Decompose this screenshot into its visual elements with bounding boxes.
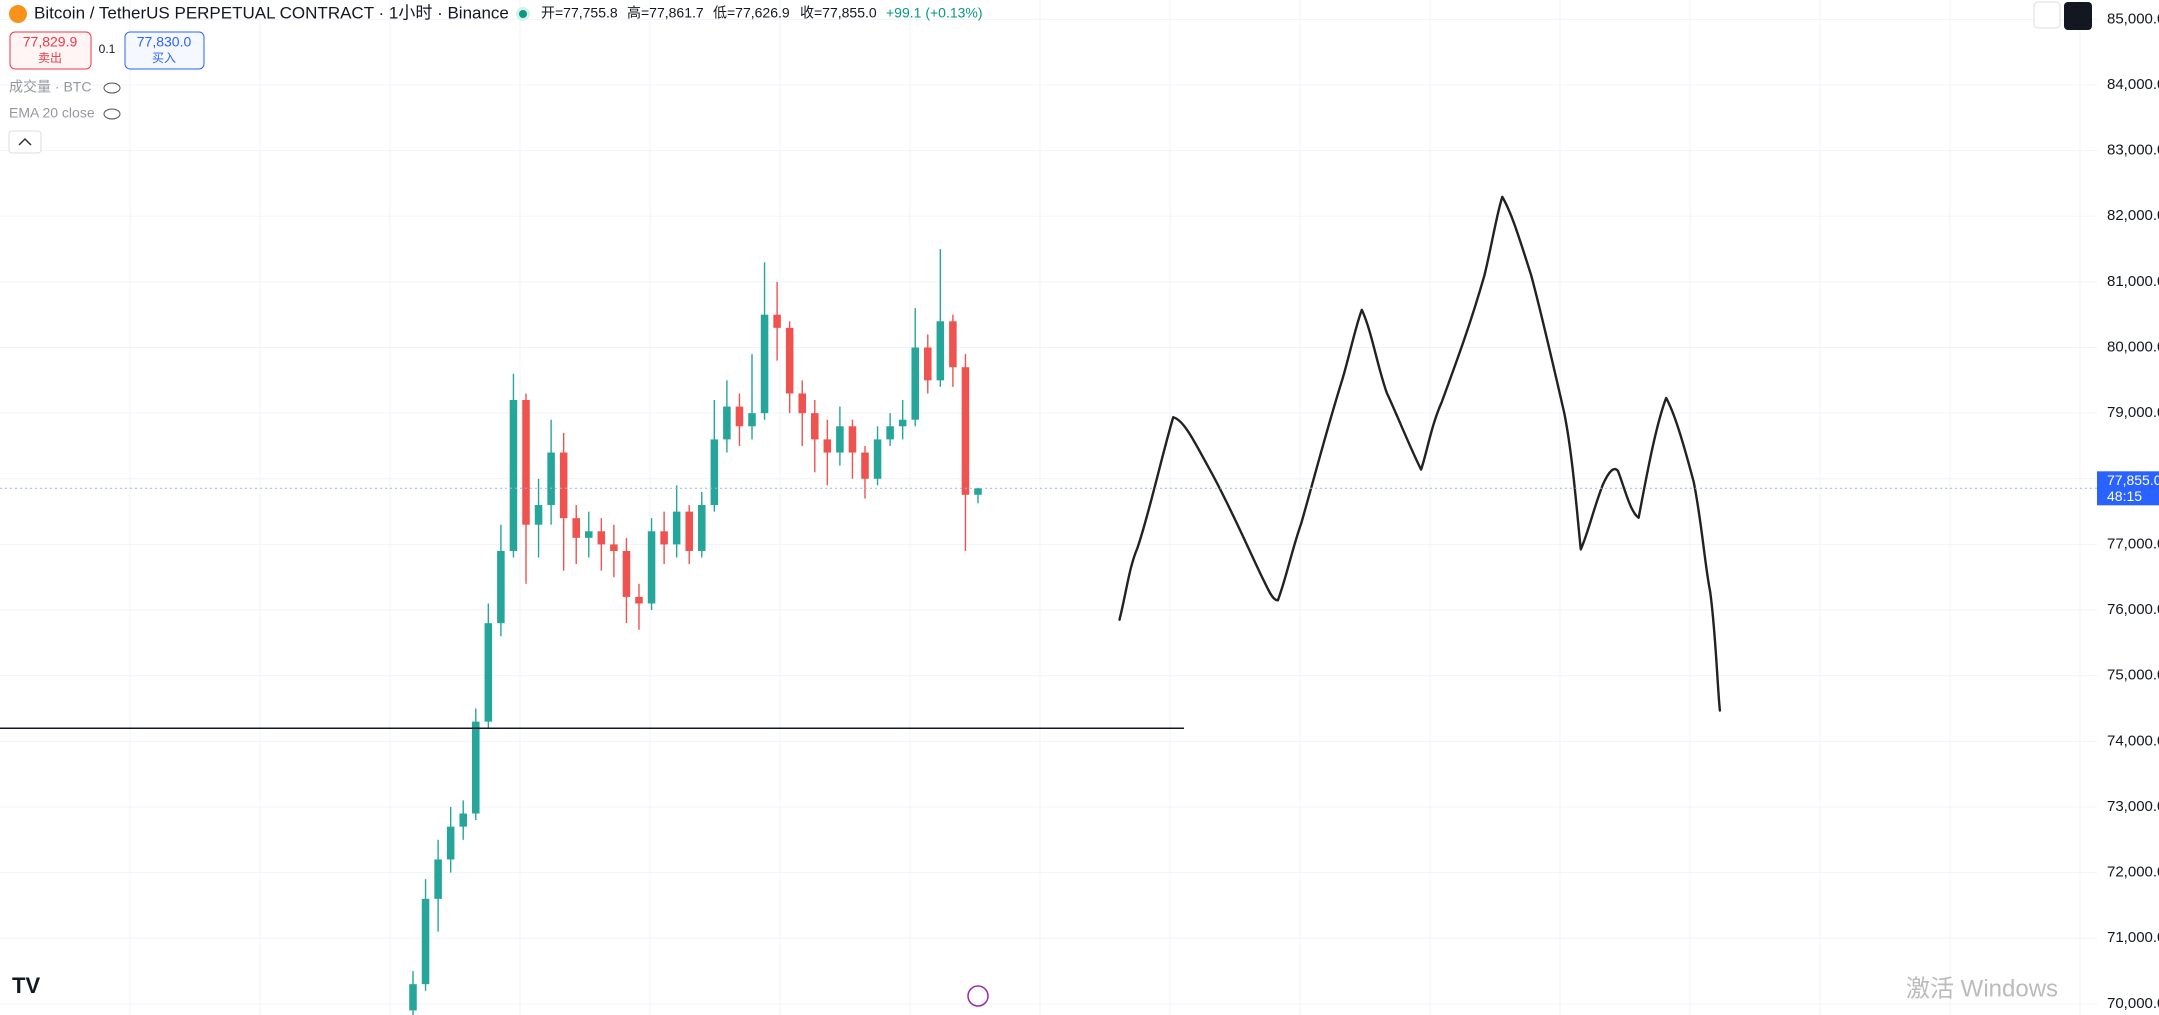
candle-body: [848, 426, 857, 453]
candle-body: [509, 400, 518, 551]
candle-body: [685, 511, 693, 551]
candle-body: [522, 400, 530, 525]
y-tick-label: 83,000.0: [2107, 142, 2159, 159]
candle-body: [547, 452, 555, 506]
candle-body: [886, 426, 894, 440]
candle-body: [974, 488, 982, 495]
tv-logo: TV: [12, 973, 40, 998]
candle-body: [949, 321, 957, 368]
y-tick-label: 85,000.0: [2107, 10, 2159, 27]
candle-body: [497, 550, 505, 624]
indicator-ema: EMA 20 close: [9, 105, 95, 121]
candle-body: [585, 531, 593, 538]
y-tick-label: 76,000.0: [2107, 601, 2159, 618]
candle-body: [873, 439, 882, 479]
candle-body: [798, 393, 806, 414]
hide-icon[interactable]: [103, 82, 121, 94]
ohlc-change: +99.1 (+0.13%): [886, 5, 983, 21]
candle-body: [647, 531, 656, 604]
countdown-label: 48:15: [2107, 488, 2142, 504]
price-axis-bg: [2097, 0, 2159, 1015]
ohlc-open: 开=77,755.8: [541, 5, 618, 21]
candle-body: [911, 347, 919, 420]
candle-body: [484, 623, 493, 722]
y-tick-label: 81,000.0: [2107, 273, 2159, 290]
y-tick-label: 75,000.0: [2107, 667, 2159, 684]
y-tick-label: 71,000.0: [2107, 929, 2159, 946]
ohlc-low: 低=77,626.9: [713, 5, 790, 21]
candle-body: [434, 859, 442, 899]
candle-body: [660, 531, 668, 545]
coin-icon: [9, 5, 27, 23]
sell-label[interactable]: 卖出: [38, 51, 62, 65]
candle-body: [785, 327, 794, 394]
candle-body: [861, 452, 869, 479]
candle-body: [472, 721, 480, 814]
candle-body: [836, 426, 844, 453]
y-tick-label: 79,000.0: [2107, 404, 2159, 421]
candle-body: [534, 505, 543, 525]
candle-body: [672, 511, 681, 545]
symbol-title: Bitcoin / TetherUS PERPETUAL CONTRACT · …: [34, 3, 509, 22]
y-tick-label: 80,000.0: [2107, 338, 2159, 355]
y-tick-label: 70,000.0: [2107, 995, 2159, 1012]
sell-button[interactable]: [9, 31, 92, 70]
hand-drawn-projection: [1120, 197, 1720, 711]
ohlc-close: 收=77,855.0: [800, 5, 877, 21]
lightning-button[interactable]: [967, 985, 989, 1007]
candle-body: [961, 367, 970, 495]
candle-body: [811, 413, 819, 440]
candle-body: [698, 505, 706, 551]
last-price-box: [2097, 471, 2159, 506]
sell-price[interactable]: 77,829.9: [23, 34, 78, 50]
reset-button[interactable]: [2064, 2, 2092, 30]
last-price-label: 77,855.0: [2107, 472, 2159, 488]
candle-body: [409, 984, 417, 1011]
candle-body: [723, 406, 731, 440]
candle-body: [421, 898, 430, 985]
candle-body: [735, 406, 744, 427]
candle-body: [823, 439, 832, 453]
y-tick-label: 74,000.0: [2107, 732, 2159, 749]
candle-body: [710, 439, 719, 506]
y-tick-label: 77,000.0: [2107, 535, 2159, 552]
candle-body: [924, 347, 932, 381]
ohlc-high: 高=77,861.7: [627, 5, 704, 21]
y-tick-label: 72,000.0: [2107, 864, 2159, 881]
status-dot: [519, 10, 527, 18]
collapse-icon: [18, 137, 32, 146]
candle-body: [898, 419, 907, 427]
candle-body: [610, 544, 618, 551]
collapse-button[interactable]: [8, 130, 42, 154]
candle-body: [748, 413, 756, 427]
candle-body: [773, 314, 781, 328]
hide-icon[interactable]: [103, 108, 121, 120]
windows-watermark: 激活 Windows: [1906, 975, 2058, 1002]
y-tick-label: 84,000.0: [2107, 76, 2159, 93]
buy-button[interactable]: [124, 31, 205, 70]
candle-body: [936, 321, 945, 381]
candle-body: [459, 813, 467, 827]
candle-body: [760, 314, 769, 414]
y-tick-label: 73,000.0: [2107, 798, 2159, 815]
candle-body: [559, 452, 568, 519]
candle-body: [572, 518, 580, 538]
y-tick-label: 82,000.0: [2107, 207, 2159, 224]
candle-body: [622, 550, 631, 597]
candle-body: [446, 826, 455, 860]
buy-price[interactable]: 77,830.0: [137, 34, 192, 50]
scroll-button[interactable]: [2033, 1, 2061, 29]
quantity[interactable]: 0.1: [99, 42, 116, 56]
candle-body: [597, 531, 606, 545]
candle-body: [635, 596, 643, 604]
indicator-volume: 成交量 · BTC: [9, 79, 91, 95]
buy-label[interactable]: 买入: [152, 51, 176, 65]
